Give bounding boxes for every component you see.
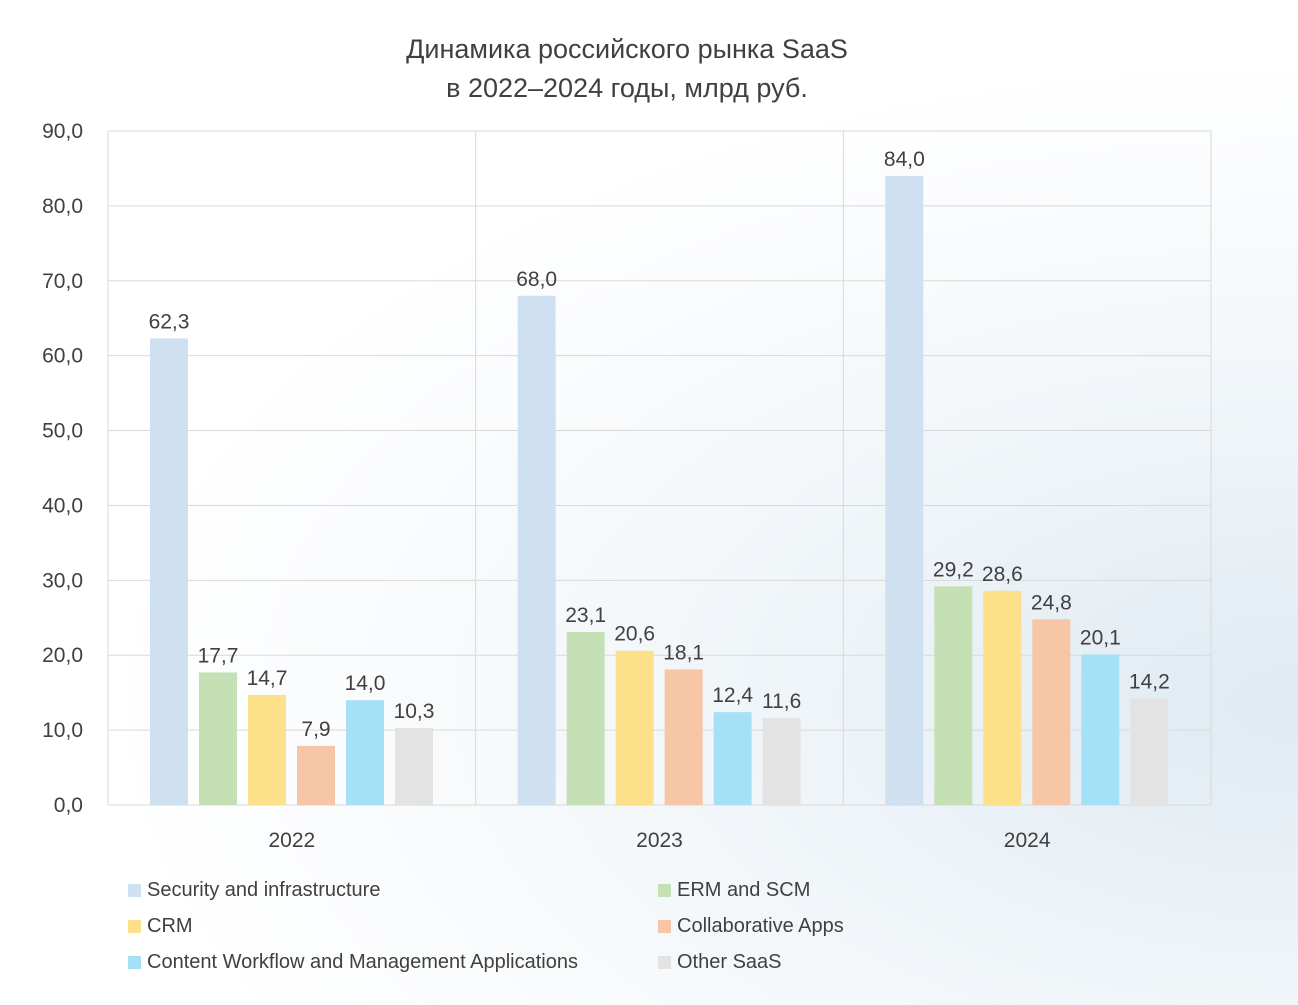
y-tick-label: 20,0 (42, 644, 83, 667)
y-tick-label: 50,0 (42, 420, 83, 443)
legend-item: ERM and SCM (658, 879, 810, 902)
legend-label: Other SaaS (677, 951, 782, 973)
data-label: 14,0 (345, 672, 386, 695)
bar (885, 175, 924, 805)
legend-item: Content Workflow and Management Applicat… (128, 951, 578, 974)
bar (713, 712, 752, 805)
chart-title: Динамика российского рынка SaaS в 2022–2… (0, 30, 1254, 108)
legend-swatch (128, 956, 141, 969)
data-label: 11,6 (762, 690, 801, 713)
bar (566, 632, 605, 805)
legend-item: Other SaaS (658, 951, 782, 974)
data-label: 10,3 (394, 700, 435, 723)
legend-item: Security and infrastructure (128, 879, 380, 902)
legend-item: Collaborative Apps (658, 915, 844, 938)
data-label: 20,1 (1080, 626, 1121, 649)
data-label: 17,7 (198, 644, 239, 667)
bar (346, 700, 384, 805)
y-tick-label: 40,0 (42, 494, 83, 517)
y-tick-label: 70,0 (42, 270, 83, 293)
bar (1032, 619, 1071, 805)
data-label: 23,1 (565, 604, 606, 627)
data-label: 68,0 (516, 268, 557, 291)
bar (664, 669, 703, 805)
x-tick-label: 2024 (1004, 829, 1051, 852)
data-label: 20,6 (614, 623, 655, 646)
data-label: 7,9 (301, 718, 330, 741)
bar (1081, 654, 1120, 805)
bar (934, 586, 973, 805)
y-tick-label: 10,0 (42, 719, 83, 742)
bar (395, 727, 433, 805)
bar (248, 694, 286, 805)
legend-swatch (658, 920, 671, 933)
bar (517, 295, 556, 805)
y-tick-label: 80,0 (42, 195, 83, 218)
chart-title-line2: в 2022–2024 годы, млрд руб. (446, 73, 808, 103)
bar (150, 338, 188, 805)
y-tick-label: 90,0 (42, 120, 83, 143)
data-label: 24,8 (1031, 591, 1072, 614)
bar (615, 650, 654, 805)
data-label: 29,2 (933, 558, 974, 581)
legend-label: ERM and SCM (677, 879, 811, 901)
chart-title-line1: Динамика российского рынка SaaS (406, 34, 848, 64)
y-tick-label: 60,0 (42, 345, 83, 368)
data-label: 84,0 (884, 148, 925, 171)
bar (297, 745, 335, 805)
data-label: 12,4 (712, 684, 753, 707)
bar (983, 590, 1022, 805)
legend-label: Collaborative Apps (677, 915, 844, 937)
data-label: 14,7 (247, 667, 288, 690)
y-tick-label: 0,0 (54, 794, 83, 817)
bar (1130, 698, 1169, 805)
legend-label: Security and infrastructure (147, 879, 381, 901)
bar (199, 672, 237, 805)
legend-label: CRM (147, 915, 193, 937)
legend-swatch (128, 884, 141, 897)
legend-label: Content Workflow and Management Applicat… (147, 951, 578, 973)
legend-item: CRM (128, 915, 193, 938)
bar (762, 718, 801, 805)
data-label: 14,2 (1129, 671, 1170, 694)
y-tick-label: 30,0 (42, 569, 83, 592)
legend-swatch (128, 920, 141, 933)
legend-swatch (658, 884, 671, 897)
data-label: 62,3 (149, 310, 190, 333)
x-tick-label: 2022 (268, 829, 315, 852)
legend-swatch (658, 956, 671, 969)
data-label: 18,1 (663, 641, 704, 664)
x-tick-label: 2023 (636, 829, 683, 852)
data-label: 28,6 (982, 563, 1023, 586)
